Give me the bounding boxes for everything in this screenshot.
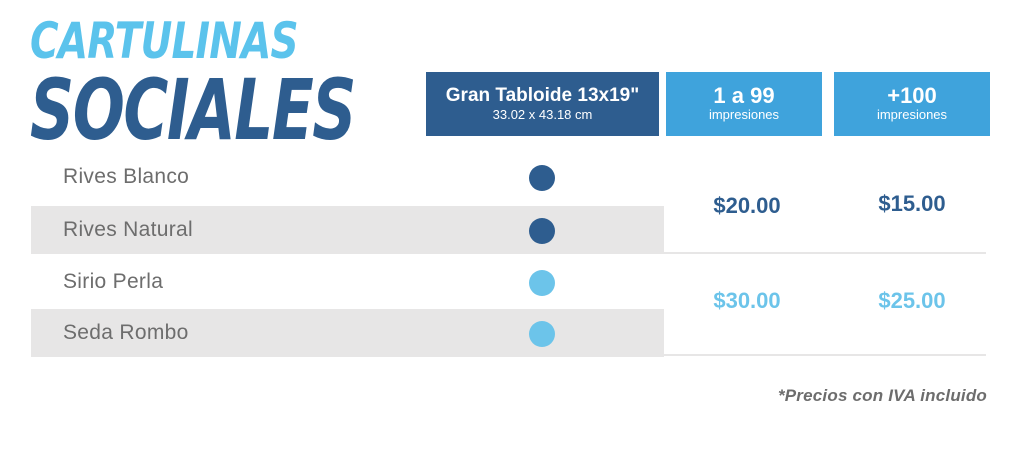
price-value: $25.00	[878, 288, 946, 313]
price-value: $30.00	[713, 288, 781, 313]
table-row: Rives Natural	[31, 206, 664, 254]
size-header: Gran Tabloide 13x19" 33.02 x 43.18 cm	[426, 72, 659, 136]
title-line1: CARTULINAS	[30, 12, 299, 70]
price-note: *Precios con IVA incluido	[777, 386, 987, 405]
availability-dot	[529, 165, 555, 191]
table-row: Seda Rombo	[31, 309, 664, 357]
size-title: Gran Tabloide 13x19"	[445, 85, 640, 106]
price-value: $15.00	[878, 191, 946, 216]
table-row: Sirio Perla	[31, 258, 664, 306]
paper-name: Rives Natural	[63, 218, 193, 241]
price2-header-main: +100	[887, 83, 937, 108]
availability-dot	[529, 321, 555, 347]
price-value: $20.00	[713, 193, 781, 218]
price2-header-sub: impresiones	[876, 107, 948, 122]
title-line2: SOCIALES	[30, 61, 356, 159]
group-divider	[664, 252, 986, 254]
paper-name: Seda Rombo	[63, 321, 189, 344]
paper-name: Rives Blanco	[63, 165, 190, 188]
size-dimensions: 33.02 x 43.18 cm	[492, 107, 593, 122]
price1-header-main: 1 a 99	[713, 83, 775, 108]
price1-header: 1 a 99 impresiones	[666, 72, 822, 136]
availability-dot	[529, 218, 555, 244]
paper-name: Sirio Perla	[63, 270, 164, 293]
price1-header-sub: impresiones	[708, 107, 780, 122]
price2-header: +100 impresiones	[834, 72, 990, 136]
group-divider	[664, 354, 986, 356]
availability-dot	[529, 270, 555, 296]
table-row: Rives Blanco	[31, 153, 664, 201]
